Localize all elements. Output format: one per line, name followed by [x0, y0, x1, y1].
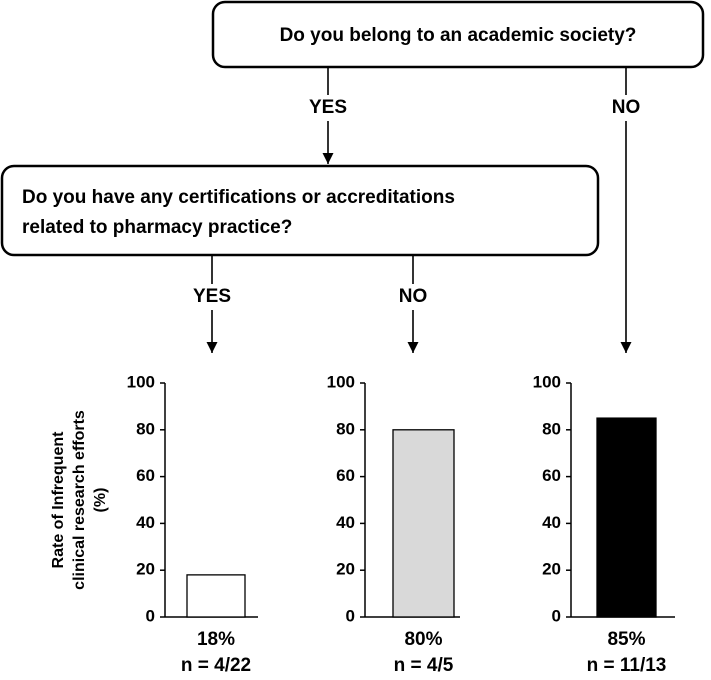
y-tick-label: 80 [542, 419, 561, 438]
value-label: 80% [404, 629, 442, 650]
y-tick-label: 40 [542, 513, 561, 532]
edge-label: YES [193, 286, 231, 307]
sample-size: n = 11/13 [587, 655, 667, 676]
question-box [211, 0, 705, 69]
y-tick-label: 60 [542, 466, 561, 485]
value-label: 85% [607, 629, 645, 650]
y-tick-label: 60 [336, 466, 355, 485]
y-axis-label: clinical research efforts [71, 410, 88, 590]
y-tick-label: 80 [336, 419, 355, 438]
question-text: related to pharmacy practice? [22, 217, 292, 238]
label-bg [602, 95, 650, 121]
y-tick-label: 60 [136, 466, 155, 485]
y-tick-label: 40 [336, 513, 355, 532]
edge-label: NO [612, 97, 641, 118]
bar [186, 574, 246, 618]
sample-size: n = 4/22 [181, 655, 251, 676]
bar [596, 417, 657, 618]
question-text: Do you belong to an academic society? [280, 25, 637, 46]
sample-size: n = 4/5 [394, 655, 454, 676]
label-bg [304, 95, 352, 121]
question-box [0, 164, 600, 257]
y-tick-label: 100 [327, 372, 355, 391]
label-bg [389, 284, 437, 310]
y-tick-label: 80 [136, 419, 155, 438]
y-axis-label: Rate of Infrequent [50, 431, 67, 569]
y-tick-label: 0 [146, 606, 155, 625]
y-tick-label: 40 [136, 513, 155, 532]
bar [392, 429, 455, 618]
y-tick-label: 100 [127, 372, 155, 391]
edge-label: YES [309, 97, 347, 118]
question-text: Do you have any certifications or accred… [22, 187, 455, 208]
y-tick-label: 20 [336, 560, 355, 579]
edge-label: NO [399, 286, 428, 307]
label-bg [188, 284, 236, 310]
y-tick-label: 0 [552, 606, 561, 625]
y-tick-label: 0 [346, 606, 355, 625]
y-tick-label: 100 [533, 372, 561, 391]
y-tick-label: 20 [542, 560, 561, 579]
y-axis-label: (%) [92, 488, 109, 513]
y-tick-label: 20 [136, 560, 155, 579]
value-label: 18% [197, 629, 235, 650]
